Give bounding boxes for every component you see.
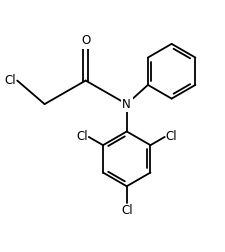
Text: Cl: Cl (165, 131, 177, 143)
Text: O: O (81, 34, 90, 47)
Text: N: N (122, 98, 130, 111)
Text: Cl: Cl (120, 204, 132, 217)
Text: Cl: Cl (4, 74, 16, 87)
Text: Cl: Cl (76, 131, 87, 143)
